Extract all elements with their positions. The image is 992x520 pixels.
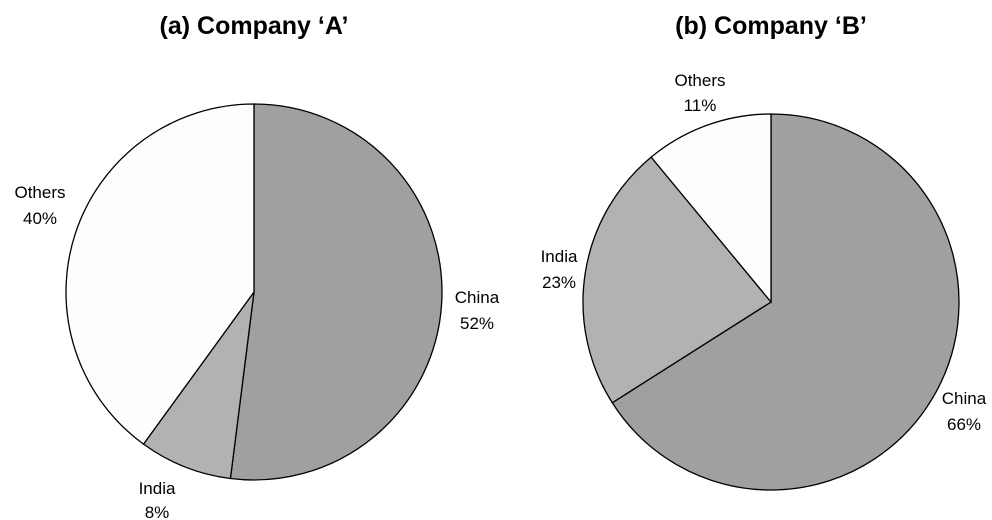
slice-labels-company-b: China 66% India 23% Others 11% <box>541 71 987 434</box>
pie-slice-india-a <box>142 291 255 480</box>
slice-label-others-name-a: Others <box>14 183 65 202</box>
pie-slice-others-a <box>65 103 255 446</box>
slice-label-china-name-b: China <box>942 389 987 408</box>
pie-slice-others-b <box>650 113 772 304</box>
pie-slice-india-b <box>582 156 772 404</box>
pie-chart-company-b: (b) Company ‘B’ China 66% India 23% Othe… <box>541 12 987 491</box>
slice-label-india-value-a: 8% <box>145 503 170 520</box>
pie-slice-china-b <box>611 113 960 491</box>
slice-labels-company-a: China 52% India 8% Others 40% <box>14 183 499 520</box>
slice-label-others-name-b: Others <box>674 71 725 90</box>
chart-title-company-a: (a) Company ‘A’ <box>160 12 349 40</box>
slice-label-india-name-b: India <box>541 247 578 266</box>
pie-slices-company-a <box>65 103 443 481</box>
slice-label-india-name-a: India <box>139 479 176 498</box>
slice-label-india-value-b: 23% <box>542 273 576 292</box>
slice-label-china-name-a: China <box>455 288 500 307</box>
slice-label-others-value-a: 40% <box>23 209 57 228</box>
pie-chart-company-a: (a) Company ‘A’ China 52% India 8% Other… <box>14 12 499 520</box>
chart-title-company-b: (b) Company ‘B’ <box>675 12 867 40</box>
pie-slice-china-a <box>229 103 443 481</box>
slice-label-china-value-a: 52% <box>460 314 494 333</box>
pie-slices-company-b <box>582 113 960 491</box>
slice-label-china-value-b: 66% <box>947 415 981 434</box>
slice-label-others-value-b: 11% <box>684 96 717 115</box>
